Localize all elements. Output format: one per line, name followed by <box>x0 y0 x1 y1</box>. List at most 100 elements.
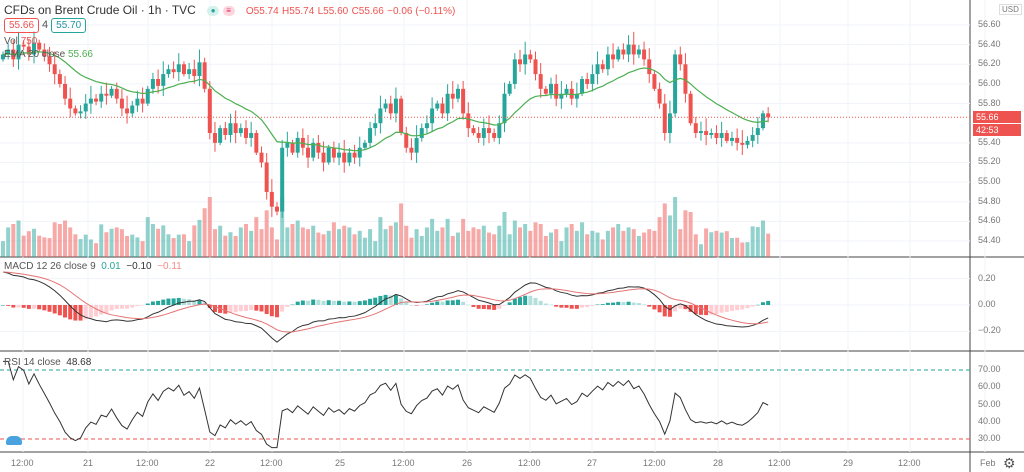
macd-label: MACD 12 26 close 9 <box>4 261 96 272</box>
tradingview-logo-icon[interactable] <box>6 436 22 445</box>
candle-body <box>342 152 347 163</box>
candle-body <box>559 93 564 99</box>
macd-hist-value: 0.01 <box>101 261 121 272</box>
macd-histogram-bar <box>523 295 528 305</box>
sell-price-button[interactable]: 55.66 <box>4 18 40 33</box>
volume-bar <box>445 218 450 257</box>
time-label: 12:00 <box>898 458 921 468</box>
volume-bar <box>228 232 233 257</box>
volume-bar <box>404 225 409 257</box>
ohlc-high: H55.74 <box>282 6 315 17</box>
volume-bar <box>528 230 533 257</box>
menu-icon[interactable]: ≡ <box>222 5 235 16</box>
candle-body <box>161 74 166 86</box>
macd-histogram-bar <box>275 305 280 318</box>
candle-body <box>306 147 311 158</box>
rsi-legend: RSI 14 close 48.68 <box>4 357 91 368</box>
time-label: 21 <box>83 458 94 468</box>
symbol-title[interactable]: CFDs on Brent Crude Oil · 1h · TVC <box>4 3 196 17</box>
macd-histogram-bar <box>78 305 83 321</box>
macd-histogram-bar <box>171 298 176 305</box>
macd-histogram-bar <box>590 305 595 307</box>
candle-body <box>647 59 652 75</box>
volume-bar <box>435 230 440 257</box>
volume-bar <box>559 241 564 257</box>
volume-bar <box>760 220 765 257</box>
volume-bar <box>688 212 693 257</box>
price-tick-label: 55.00 <box>978 176 1001 187</box>
volume-bar <box>518 227 522 257</box>
macd-histogram-bar <box>585 305 590 308</box>
volume-bar <box>766 233 771 257</box>
macd-histogram-bar <box>662 305 667 317</box>
macd-histogram-bar <box>11 305 16 308</box>
candle-body <box>595 64 600 75</box>
volume-bar <box>605 230 610 257</box>
price-tick-label: 56.40 <box>978 38 1001 49</box>
macd-histogram-bar <box>57 305 62 316</box>
candle-body <box>445 93 450 114</box>
macd-histogram-bar <box>652 305 657 310</box>
price-tick-label: 54.80 <box>978 195 1001 206</box>
price-tick-label: 55.40 <box>978 136 1001 147</box>
macd-histogram-bar <box>269 305 274 317</box>
macd-histogram-bar <box>414 305 419 306</box>
candle-body <box>249 133 254 138</box>
candle-body <box>290 142 295 153</box>
candle-body <box>409 147 414 153</box>
macd-histogram-bar <box>254 305 259 311</box>
macd-histogram-bar <box>37 305 42 310</box>
macd-histogram-bar <box>223 305 228 314</box>
volume-bar <box>662 203 667 257</box>
candle-body <box>430 108 435 124</box>
macd-histogram-bar <box>735 305 740 311</box>
volume-bar <box>735 237 740 257</box>
candle-body <box>461 88 466 114</box>
candle-body <box>187 69 192 75</box>
volume-bar <box>150 224 155 257</box>
candle-body <box>130 105 135 114</box>
settings-gear-icon[interactable]: ⚙ <box>1003 455 1016 471</box>
macd-histogram-bar <box>698 305 703 315</box>
volume-bar <box>667 215 672 257</box>
macd-tick-label: 0.00 <box>978 299 996 309</box>
macd-histogram-bar <box>471 305 476 307</box>
macd-histogram-bar <box>714 305 719 314</box>
currency-label[interactable]: USD <box>999 4 1022 15</box>
candle-body <box>393 98 398 114</box>
volume-bar <box>611 227 616 257</box>
volume-bar <box>693 234 698 257</box>
candle-body <box>424 123 429 129</box>
time-label: 29 <box>843 458 854 468</box>
volume-bar <box>78 239 83 257</box>
volume-bar <box>600 239 605 257</box>
macd-histogram-bar <box>631 302 636 305</box>
candle-body <box>766 113 771 118</box>
candle-body <box>259 152 264 163</box>
volume-bar <box>440 227 445 257</box>
ema-line <box>2 51 769 152</box>
candle-body <box>724 133 729 141</box>
candle-body <box>636 49 641 55</box>
candle-body <box>109 88 114 96</box>
candle-body <box>569 88 574 99</box>
visibility-toggle-icon[interactable]: ● <box>207 5 220 16</box>
candle-body <box>1 54 5 60</box>
macd-histogram-bar <box>295 301 300 305</box>
macd-histogram-bar <box>109 305 114 311</box>
candle-body <box>223 128 228 135</box>
macd-histogram-bar <box>280 305 285 312</box>
candle-body <box>735 137 740 143</box>
macd-histogram-bar <box>68 305 73 320</box>
buy-price-button[interactable]: 55.70 <box>51 18 87 33</box>
candle-body <box>657 88 662 104</box>
volume-bar <box>580 222 585 257</box>
volume-bar <box>595 232 600 257</box>
macd-histogram-bar <box>683 305 688 310</box>
volume-bar <box>523 224 528 257</box>
macd-histogram-bar <box>678 305 683 309</box>
macd-histogram-bar <box>580 305 585 308</box>
candle-body <box>207 88 212 134</box>
